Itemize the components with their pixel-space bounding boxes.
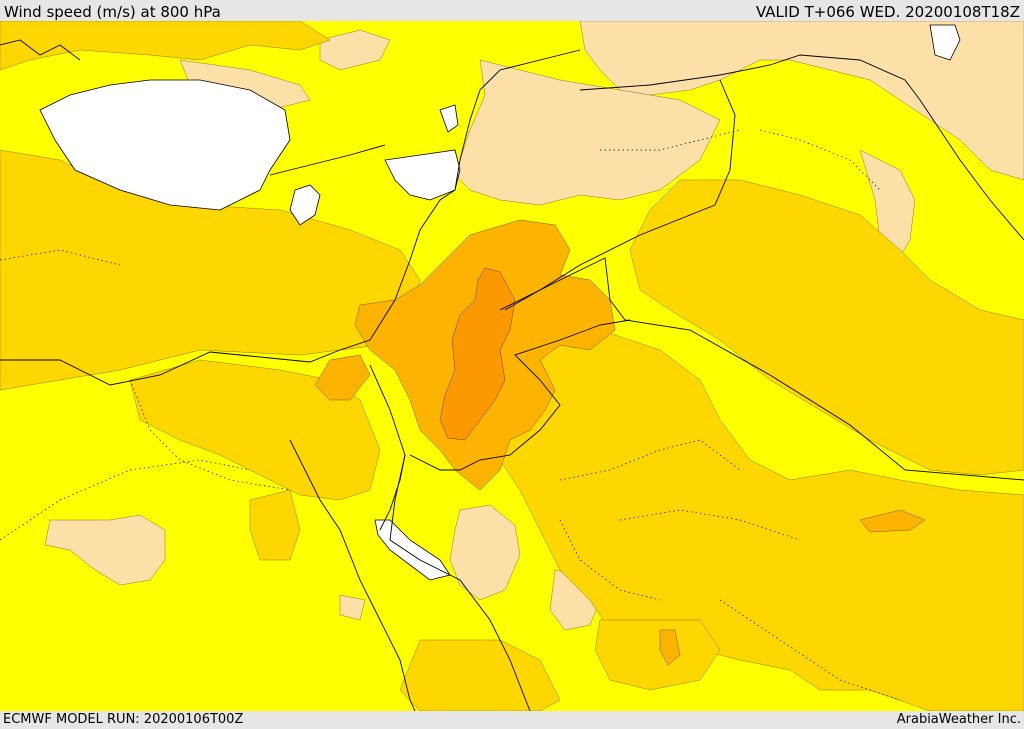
map-title: Wind speed (m/s) at 800 hPa <box>4 3 221 21</box>
model-run-label: ECMWF MODEL RUN: 20200106T00Z <box>3 712 244 727</box>
borders <box>0 39 1024 711</box>
valid-time: VALID T+066 WED. 20200108T18Z <box>755 3 1020 21</box>
internal-boundaries <box>0 129 901 701</box>
seas <box>39 24 961 581</box>
low-wind-zones <box>44 21 1024 631</box>
header-bar: Wind speed (m/s) at 800 hPa VALID T+066 … <box>0 0 1024 21</box>
moderate-wind-zones <box>0 21 1024 711</box>
footer-bar: ECMWF MODEL RUN: 20200106T00Z ArabiaWeat… <box>0 711 1024 729</box>
wind-speed-map[interactable] <box>0 21 1024 711</box>
credit-label: ArabiaWeather Inc. <box>896 712 1021 727</box>
peak-wind-core <box>439 267 516 441</box>
